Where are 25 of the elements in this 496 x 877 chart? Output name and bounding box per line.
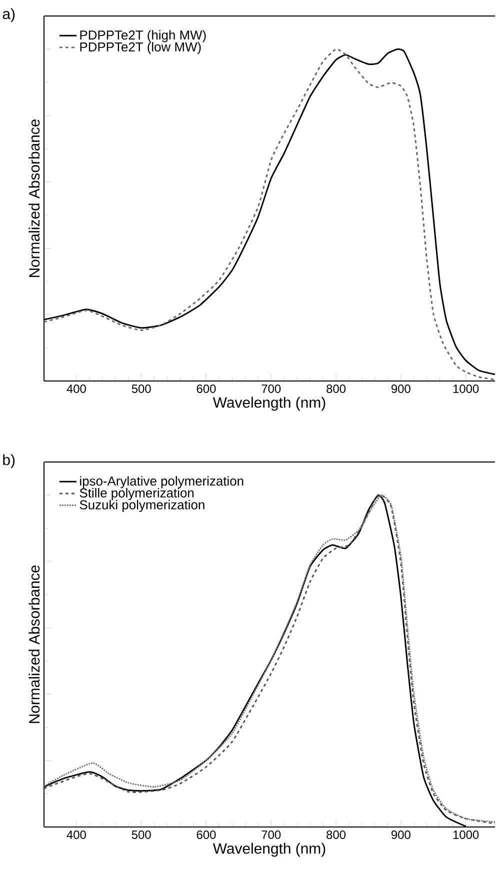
legend-label: PDPPTe2T (low MW) (80, 42, 201, 54)
x-tick-label: 800 (326, 830, 346, 839)
chart-title: b) (3, 454, 15, 468)
x-axis-title: Wavelength (nm) (213, 842, 326, 857)
legend-label: ipso-Arylative polymerization (80, 476, 244, 488)
x-tick-label: 900 (392, 830, 411, 839)
x-tick-label: 600 (197, 830, 216, 839)
legend-label: Stille polymerization (80, 488, 194, 500)
y-axis-title: Normalized Absorbance (28, 565, 40, 724)
x-axis-title: Wavelength (nm) (213, 396, 326, 411)
x-tick-label: 900 (392, 384, 411, 393)
chart-title: a) (3, 8, 15, 22)
x-tick-label: 700 (262, 830, 281, 839)
x-tick-label: 1000 (454, 384, 479, 393)
legend-label: PDPPTe2T (high MW) (80, 30, 206, 42)
x-tick-label: 400 (67, 830, 86, 839)
x-tick-label: 800 (326, 384, 346, 393)
x-tick-label: 500 (132, 384, 152, 393)
legend-label: Suzuki polymerization (80, 500, 205, 512)
y-axis-title: Normalized Absorbance (28, 119, 40, 278)
x-tick-label: 400 (67, 384, 86, 393)
x-tick-label: 600 (197, 384, 216, 393)
x-tick-label: 1000 (454, 830, 479, 839)
x-tick-label: 500 (132, 830, 152, 839)
x-tick-label: 700 (262, 384, 281, 393)
